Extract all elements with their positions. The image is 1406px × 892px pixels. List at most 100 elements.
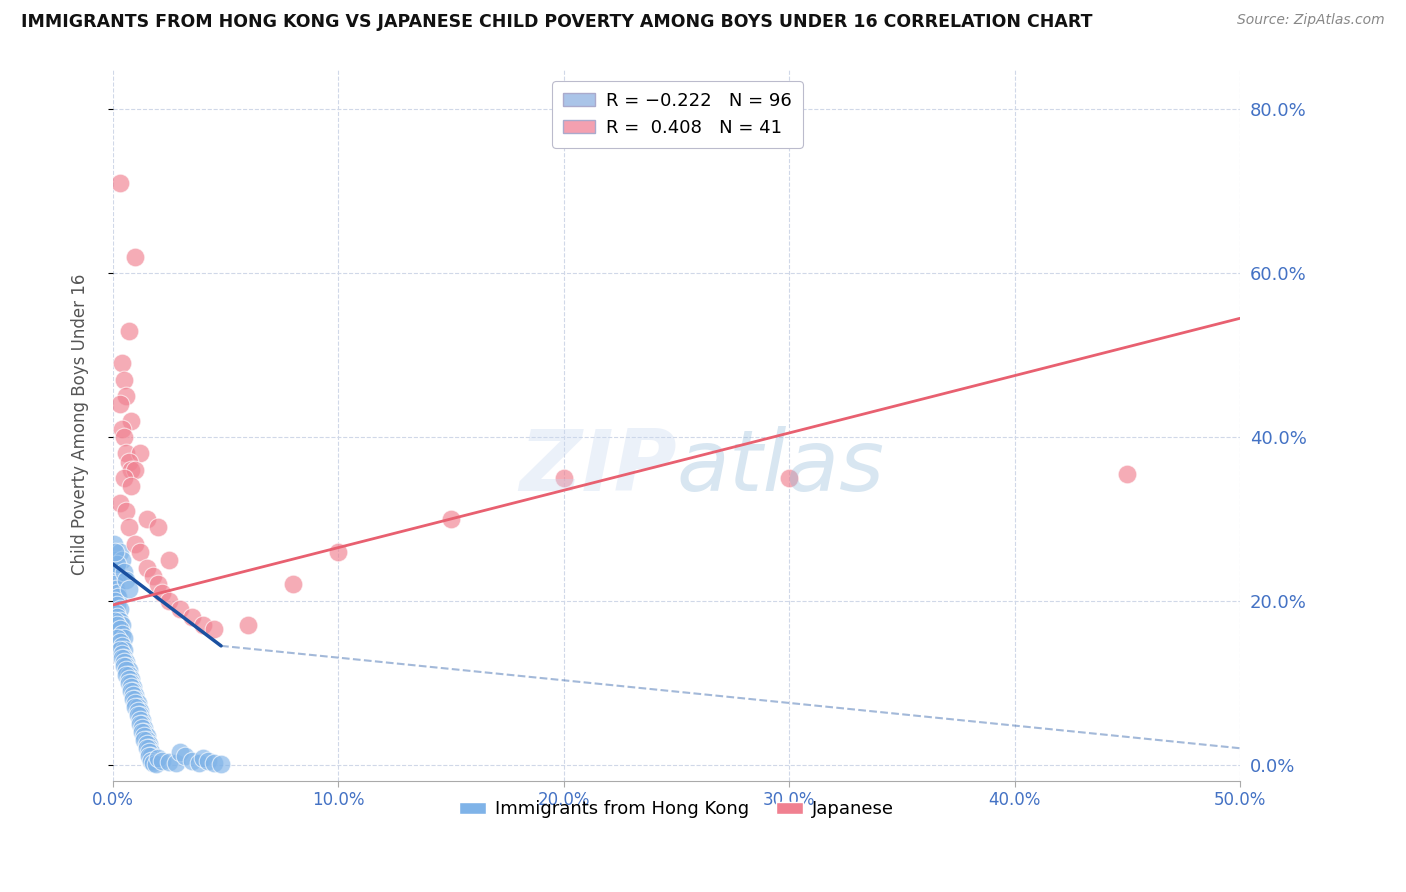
- Point: [105, 582, 128, 596]
- Point: [131, 721, 153, 735]
- Text: Source: ZipAtlas.com: Source: ZipAtlas.com: [1237, 13, 1385, 28]
- Point: [104, 544, 127, 558]
- Point: [180, 610, 202, 624]
- Point: [111, 639, 134, 653]
- Point: [120, 463, 142, 477]
- Point: [180, 754, 202, 768]
- Point: [165, 756, 187, 770]
- Point: [169, 602, 191, 616]
- Point: [174, 749, 197, 764]
- Point: [105, 618, 128, 632]
- Point: [105, 598, 128, 612]
- Point: [108, 634, 131, 648]
- Point: [135, 741, 157, 756]
- Point: [191, 618, 214, 632]
- Point: [117, 520, 139, 534]
- Point: [135, 733, 157, 747]
- Point: [115, 655, 138, 669]
- Text: atlas: atlas: [676, 426, 884, 509]
- Point: [112, 631, 135, 645]
- Point: [104, 594, 127, 608]
- Point: [117, 675, 139, 690]
- Point: [127, 700, 149, 714]
- Point: [202, 623, 225, 637]
- Point: [115, 504, 138, 518]
- Point: [135, 737, 157, 751]
- Point: [105, 557, 128, 571]
- Point: [104, 553, 127, 567]
- Point: [135, 512, 157, 526]
- Point: [134, 729, 156, 743]
- Point: [124, 250, 146, 264]
- Point: [138, 737, 160, 751]
- Point: [142, 569, 165, 583]
- Point: [112, 643, 135, 657]
- Point: [134, 721, 156, 735]
- Point: [120, 684, 142, 698]
- Point: [112, 430, 135, 444]
- Point: [108, 495, 131, 509]
- Point: [117, 324, 139, 338]
- Point: [117, 672, 139, 686]
- Point: [129, 713, 152, 727]
- Point: [105, 585, 128, 599]
- Point: [105, 631, 128, 645]
- Point: [108, 397, 131, 411]
- Point: [112, 655, 135, 669]
- Point: [122, 692, 145, 706]
- Point: [111, 626, 134, 640]
- Point: [104, 577, 127, 591]
- Point: [122, 680, 145, 694]
- Point: [115, 389, 138, 403]
- Point: [146, 751, 169, 765]
- Point: [157, 594, 180, 608]
- Point: [124, 463, 146, 477]
- Point: [141, 754, 163, 768]
- Point: [111, 647, 134, 661]
- Point: [157, 755, 180, 769]
- Point: [135, 729, 157, 743]
- Point: [152, 585, 174, 599]
- Point: [202, 756, 225, 770]
- Point: [122, 688, 145, 702]
- Point: [105, 569, 128, 583]
- Point: [112, 471, 135, 485]
- Point: [129, 705, 152, 719]
- Point: [778, 471, 800, 485]
- Point: [134, 724, 156, 739]
- Point: [105, 606, 128, 620]
- Point: [146, 577, 169, 591]
- Point: [553, 471, 575, 485]
- Point: [142, 756, 165, 770]
- Point: [120, 479, 142, 493]
- Point: [122, 684, 145, 698]
- Point: [105, 610, 128, 624]
- Point: [191, 751, 214, 765]
- Point: [124, 700, 146, 714]
- Point: [111, 553, 134, 567]
- Point: [157, 553, 180, 567]
- Point: [152, 754, 174, 768]
- Point: [124, 536, 146, 550]
- Point: [209, 756, 232, 771]
- Point: [127, 708, 149, 723]
- Y-axis label: Child Poverty Among Boys Under 16: Child Poverty Among Boys Under 16: [72, 274, 89, 575]
- Point: [131, 724, 153, 739]
- Point: [108, 643, 131, 657]
- Point: [108, 544, 131, 558]
- Point: [108, 615, 131, 629]
- Point: [131, 713, 153, 727]
- Point: [138, 745, 160, 759]
- Point: [135, 561, 157, 575]
- Point: [120, 680, 142, 694]
- Point: [107, 590, 129, 604]
- Point: [108, 602, 131, 616]
- Point: [115, 446, 138, 460]
- Point: [112, 565, 135, 579]
- Point: [120, 675, 142, 690]
- Point: [129, 446, 152, 460]
- Point: [187, 756, 209, 770]
- Point: [111, 651, 134, 665]
- Point: [117, 664, 139, 678]
- Point: [105, 561, 128, 575]
